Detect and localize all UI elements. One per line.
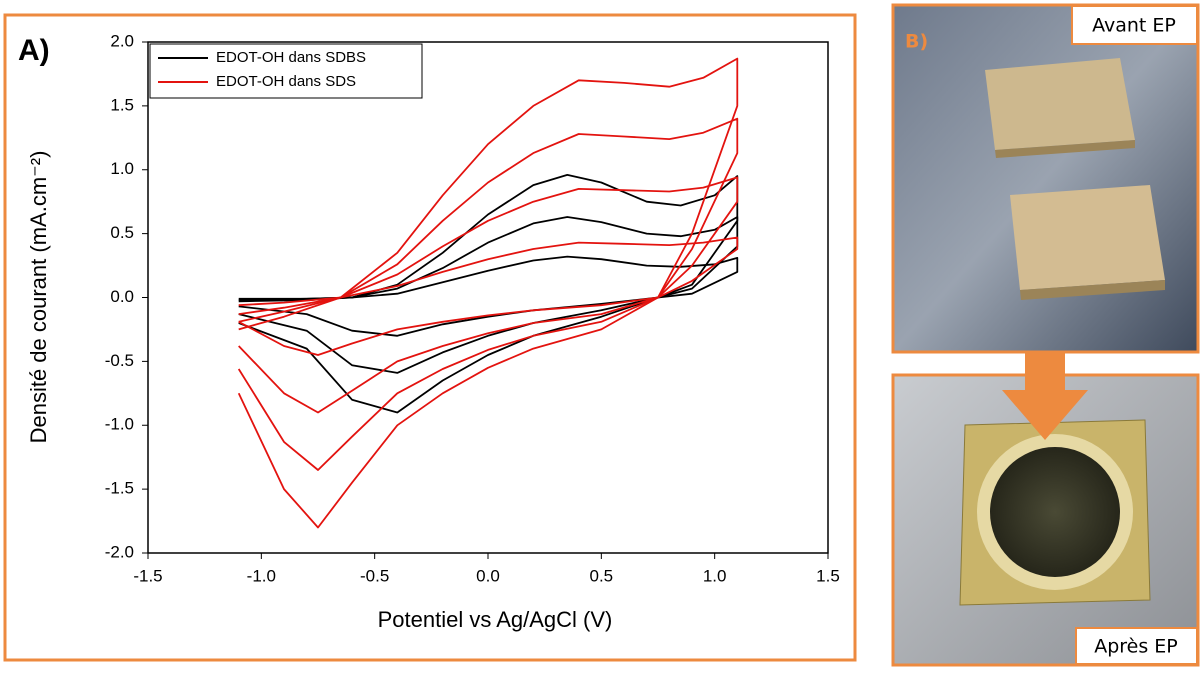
x-axis-label: Potentiel vs Ag/AgCl (V) xyxy=(378,607,613,632)
x-tick-label: 0.5 xyxy=(590,566,614,585)
cv-curve xyxy=(238,176,739,414)
cv-curve xyxy=(237,117,739,471)
photo-top xyxy=(891,3,1200,354)
y-tick-label: -1.5 xyxy=(105,479,134,498)
caption: Avant EP xyxy=(1092,15,1176,37)
caption: Après EP xyxy=(1094,636,1178,658)
legend-label: EDOT-OH dans SDS xyxy=(216,73,356,90)
arrow xyxy=(1002,352,1088,440)
y-tick-label: 0.0 xyxy=(110,287,134,306)
y-tick-label: 1.5 xyxy=(110,95,134,114)
cv-curve xyxy=(237,57,739,529)
y-tick-label: -2.0 xyxy=(105,542,134,561)
y-tick-label: -0.5 xyxy=(105,351,134,370)
x-tick-label: -1.5 xyxy=(133,566,162,585)
y-tick-label: -1.0 xyxy=(105,415,134,434)
y-tick-label: 0.5 xyxy=(110,223,134,242)
cv-curve xyxy=(238,174,739,414)
legend-box xyxy=(149,43,423,99)
caption-box xyxy=(1071,5,1198,45)
x-tick-label: 1.5 xyxy=(816,566,840,585)
y-tick-label: 1.0 xyxy=(110,159,134,178)
x-tick-label: -1.0 xyxy=(247,566,276,585)
panel-label: B) xyxy=(905,31,928,53)
y-axis-label: Densité de courant (mA.cm⁻²) xyxy=(26,151,51,444)
plot: -1.5 -1.0 -0.5 0.0 0.5 1.0 1.5 -2.0 -1.5 -1.0 -0.5… xyxy=(105,31,840,585)
cv-curve xyxy=(238,216,739,374)
x-tick-label: 0.0 xyxy=(476,566,500,585)
cv-curve xyxy=(238,255,739,337)
x-tick-label: -0.5 xyxy=(360,566,389,585)
cv-curve xyxy=(238,236,739,356)
legend-label: EDOT-OH dans SDBS xyxy=(216,49,366,66)
caption-box xyxy=(1075,627,1198,665)
panel-label: A) xyxy=(18,34,50,67)
x-tick-label: 1.0 xyxy=(703,566,727,585)
y-tick-label: 2.0 xyxy=(110,31,134,50)
